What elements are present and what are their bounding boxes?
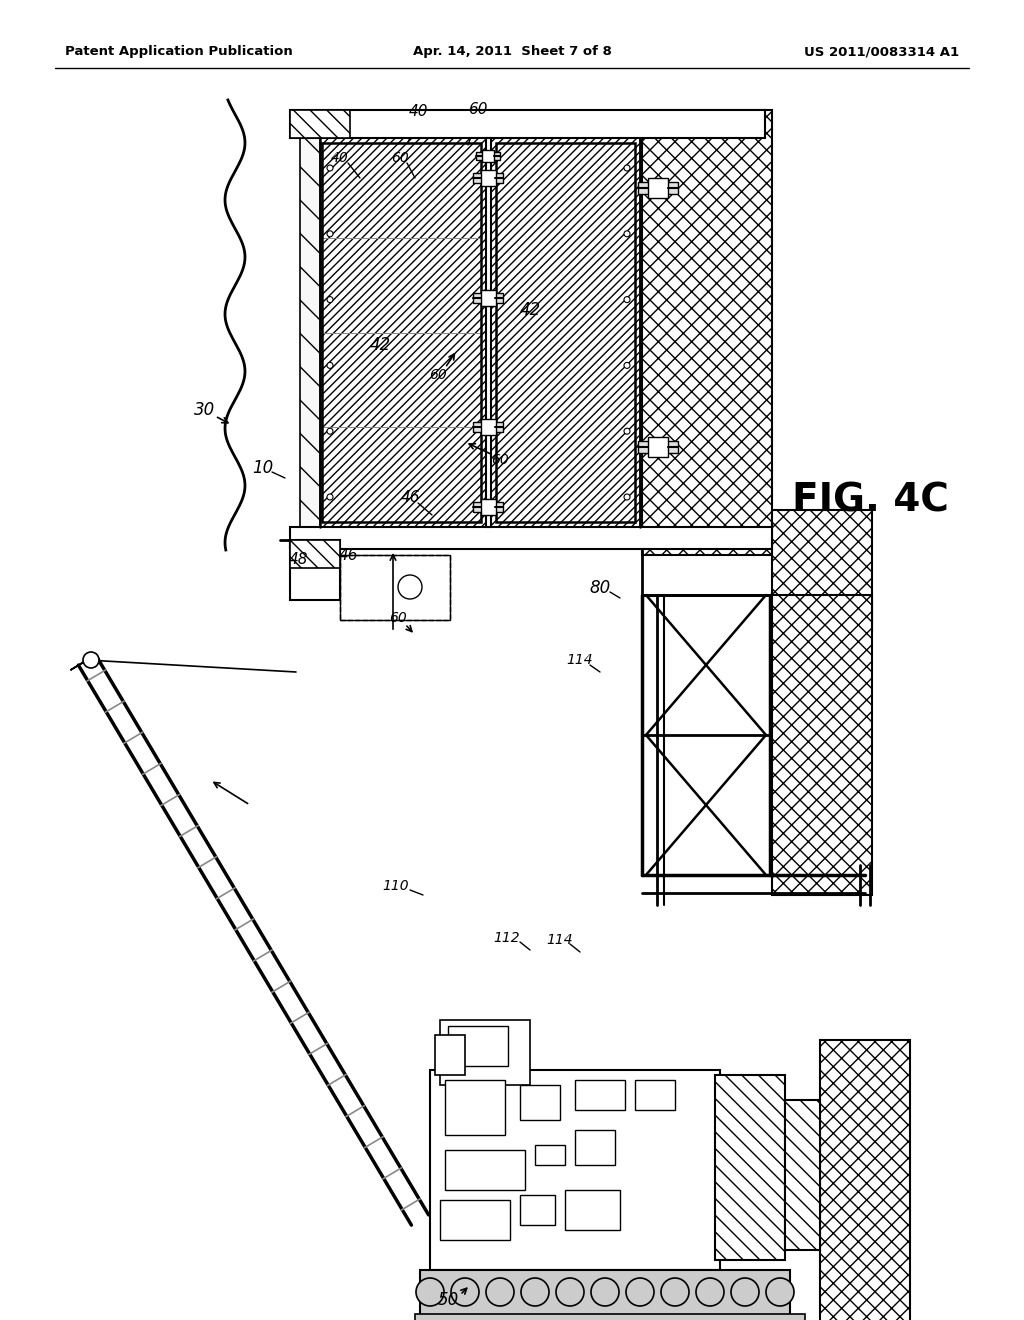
Circle shape (83, 652, 99, 668)
Text: 60: 60 (429, 368, 446, 381)
Bar (642, 110, 772, 554)
Bar (715, 1074, 785, 1261)
Bar (290, 540, 340, 601)
Bar (638, 182, 678, 194)
Text: 110: 110 (383, 879, 410, 894)
Bar (449, 1026, 508, 1067)
Bar (481, 290, 496, 306)
Bar (481, 418, 496, 436)
Text: 10: 10 (252, 459, 273, 477)
Text: US 2011/0083314 A1: US 2011/0083314 A1 (804, 45, 959, 58)
Circle shape (766, 1278, 794, 1305)
Bar (435, 1035, 465, 1074)
Bar (440, 1200, 510, 1239)
Bar (481, 499, 496, 515)
Text: 40: 40 (409, 104, 428, 120)
Text: 30: 30 (195, 401, 216, 418)
Text: 42: 42 (370, 337, 390, 354)
Circle shape (327, 297, 333, 302)
Text: 80: 80 (590, 579, 610, 597)
Bar (476, 152, 500, 160)
Bar (772, 510, 872, 630)
Text: 46: 46 (338, 548, 357, 562)
Text: 60: 60 (391, 150, 409, 165)
Bar (481, 170, 496, 186)
Circle shape (327, 165, 333, 172)
Bar (565, 1191, 620, 1230)
Bar (575, 1130, 615, 1166)
Text: 112: 112 (494, 931, 520, 945)
Circle shape (327, 231, 333, 236)
Text: 114: 114 (547, 933, 573, 946)
Bar (340, 554, 450, 620)
Circle shape (662, 1278, 689, 1305)
Bar (520, 1195, 555, 1225)
Circle shape (416, 1278, 444, 1305)
Text: 48: 48 (288, 553, 308, 568)
Bar (290, 110, 350, 139)
Bar (420, 1270, 790, 1315)
Polygon shape (71, 655, 95, 671)
Bar (473, 502, 503, 512)
Text: 60: 60 (468, 103, 487, 117)
Bar (535, 1144, 565, 1166)
Circle shape (556, 1278, 584, 1305)
Bar (290, 110, 765, 139)
Bar (445, 1150, 525, 1191)
Circle shape (327, 494, 333, 500)
Circle shape (451, 1278, 479, 1305)
Bar (473, 173, 503, 183)
Bar (430, 1071, 720, 1270)
Circle shape (486, 1278, 514, 1305)
Bar (496, 143, 635, 521)
Bar (820, 1040, 910, 1320)
Bar (350, 110, 765, 139)
Text: 40: 40 (331, 150, 349, 165)
Bar (300, 139, 319, 527)
Circle shape (327, 428, 333, 434)
Circle shape (731, 1278, 759, 1305)
Bar (492, 139, 639, 527)
Bar (575, 1080, 625, 1110)
Circle shape (327, 363, 333, 368)
Bar (638, 441, 678, 453)
Bar (445, 1080, 505, 1135)
Circle shape (624, 231, 630, 236)
Text: Apr. 14, 2011  Sheet 7 of 8: Apr. 14, 2011 Sheet 7 of 8 (413, 45, 611, 58)
Circle shape (624, 297, 630, 302)
Text: 60: 60 (389, 611, 407, 624)
Circle shape (624, 428, 630, 434)
Circle shape (626, 1278, 654, 1305)
Text: 42: 42 (519, 301, 541, 319)
Bar (785, 1100, 820, 1250)
Circle shape (624, 165, 630, 172)
Bar (648, 178, 668, 198)
Circle shape (624, 363, 630, 368)
Bar (415, 1313, 805, 1320)
Bar (482, 149, 494, 162)
Bar (520, 1085, 560, 1119)
Text: Patent Application Publication: Patent Application Publication (65, 45, 293, 58)
Text: 46: 46 (400, 491, 420, 506)
Circle shape (521, 1278, 549, 1305)
Bar (486, 139, 490, 527)
Text: 60: 60 (492, 453, 509, 467)
Bar (322, 143, 481, 521)
Text: 114: 114 (566, 653, 593, 667)
Circle shape (398, 576, 422, 599)
Text: 50: 50 (437, 1291, 459, 1309)
Bar (772, 595, 872, 895)
Text: FIG. 4C: FIG. 4C (792, 480, 948, 519)
Circle shape (591, 1278, 618, 1305)
Bar (635, 1080, 675, 1110)
Bar (319, 139, 486, 527)
Bar (648, 437, 668, 457)
Bar (290, 540, 340, 568)
Bar (473, 422, 503, 432)
Circle shape (696, 1278, 724, 1305)
Bar (290, 527, 772, 549)
Bar (473, 293, 503, 304)
Circle shape (624, 494, 630, 500)
Bar (440, 1020, 530, 1085)
